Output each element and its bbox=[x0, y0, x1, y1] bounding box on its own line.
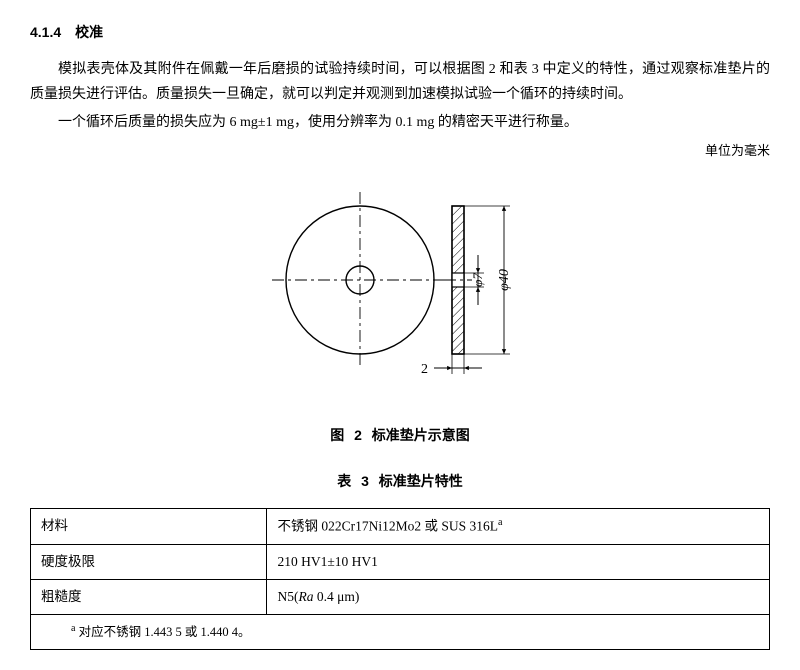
spec-table: 材料不锈钢 022Cr17Ni12Mo2 或 SUS 316La硬度极限210 … bbox=[30, 508, 770, 650]
figure-caption-text: 标准垫片示意图 bbox=[372, 427, 470, 443]
table-caption: 表 3 标准垫片特性 bbox=[30, 469, 770, 494]
section-number: 4.1.4 bbox=[30, 24, 61, 40]
table-key: 硬度极限 bbox=[31, 544, 267, 579]
svg-text:φ40: φ40 bbox=[497, 269, 512, 291]
svg-text:φ7: φ7 bbox=[470, 273, 485, 287]
svg-text:2: 2 bbox=[421, 362, 428, 377]
paragraph-1: 模拟表壳体及其附件在佩戴一年后磨损的试验持续时间，可以根据图 2 和表 3 中定… bbox=[30, 57, 770, 107]
table-value: 210 HV1±10 HV1 bbox=[267, 544, 770, 579]
figure-caption-prefix: 图 bbox=[330, 427, 344, 443]
table-key: 材料 bbox=[31, 508, 267, 544]
table-row: 材料不锈钢 022Cr17Ni12Mo2 或 SUS 316La bbox=[31, 508, 770, 544]
section-heading: 4.1.4 校准 bbox=[30, 20, 770, 45]
table-caption-num: 3 bbox=[361, 473, 369, 489]
paragraph-2: 一个循环后质量的损失应为 6 mg±1 mg，使用分辨率为 0.1 mg 的精密… bbox=[30, 110, 770, 135]
table-value: N5(Ra 0.4 μm) bbox=[267, 579, 770, 614]
section-title: 校准 bbox=[75, 24, 103, 40]
unit-note: 单位为毫米 bbox=[30, 139, 770, 162]
table-row: 硬度极限210 HV1±10 HV1 bbox=[31, 544, 770, 579]
figure-wrap: φ40 φ7 2 bbox=[30, 172, 770, 401]
table-footnote: a 对应不锈钢 1.443 5 或 1.440 4。 bbox=[31, 615, 770, 650]
figure-caption: 图 2 标准垫片示意图 bbox=[30, 423, 770, 448]
table-caption-text: 标准垫片特性 bbox=[379, 473, 463, 489]
table-caption-prefix: 表 bbox=[337, 473, 351, 489]
figure-caption-num: 2 bbox=[354, 427, 362, 443]
figure-diagram: φ40 φ7 2 bbox=[190, 172, 610, 392]
table-key: 粗糙度 bbox=[31, 579, 267, 614]
table-value: 不锈钢 022Cr17Ni12Mo2 或 SUS 316La bbox=[267, 508, 770, 544]
table-row: 粗糙度N5(Ra 0.4 μm) bbox=[31, 579, 770, 614]
